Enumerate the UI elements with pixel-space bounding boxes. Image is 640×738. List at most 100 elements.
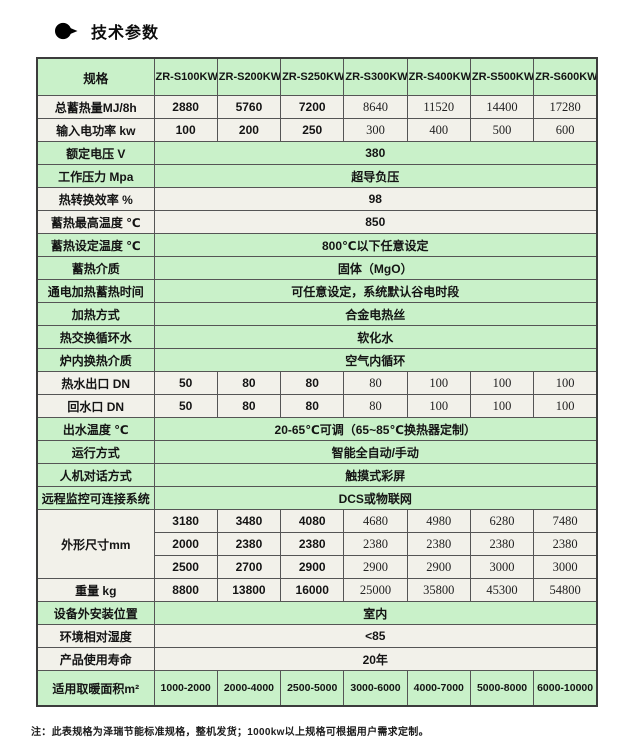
row-label: 热转换效率 % [36, 187, 155, 211]
spec-cell: 35800 [406, 578, 471, 602]
table-row: 运行方式 智能全自动/手动 [36, 440, 598, 464]
spec-cell: 80 [280, 371, 345, 395]
spec-cell: 100 [406, 394, 471, 418]
spec-cell: 600 [533, 118, 598, 142]
spec-cell: 4080 [280, 509, 345, 533]
row-label: 蓄热最高温度 ℃ [36, 210, 155, 234]
row-label: 炉内换热介质 [36, 348, 155, 372]
spec-cell: 4000-7000 [406, 670, 471, 707]
spec-cell: 13800 [216, 578, 282, 602]
spec-cell: 3000 [469, 555, 535, 579]
spec-cell: 2500 [153, 555, 218, 579]
row-label: 重量 kg [36, 578, 155, 602]
spec-cell: 2380 [533, 532, 598, 556]
row-label: 热水出口 DN [36, 371, 155, 395]
bullet-blob-icon [55, 22, 78, 40]
spec-cell: 80 [216, 371, 282, 395]
spec-cell: 14400 [469, 95, 535, 119]
spec-cell: 300 [343, 118, 408, 142]
spec-cell: 3480 [216, 509, 282, 533]
spec-cell: 8640 [343, 95, 408, 119]
footnote: 注：此表规格为泽瑞节能标准规格，整机发货；1000kw以上规格可根据用户需求定制… [31, 727, 429, 738]
row-label: 出水温度 ℃ [36, 417, 155, 441]
spec-value-span: DCS或物联网 [153, 486, 598, 510]
spec-cell: 11520 [406, 95, 471, 119]
spec-cell: 2380 [216, 532, 282, 556]
spec-cell: 5000-8000 [469, 670, 535, 707]
spec-value-span: 850 [153, 210, 598, 234]
spec-cell: 6280 [469, 509, 535, 533]
row-label: 工作压力 Mpa [36, 164, 155, 188]
table-row: 2500 2700 2900 2900 2900 3000 3000 [37, 555, 598, 579]
spec-cell: 4680 [343, 509, 408, 533]
spec-value-span: 固体（MgO） [153, 256, 598, 280]
table-row: 适用取暖面积m² 1000-2000 2000-4000 2500-5000 3000-… [36, 670, 598, 707]
table-row: 回水口 DN 50 80 80 80 100 100 100 [36, 394, 598, 418]
spec-cell: 50 [153, 371, 218, 395]
table-row: 重量 kg 8800 13800 16000 25000 35800 45300 54800 [36, 578, 598, 602]
spec-cell: 100 [406, 371, 471, 395]
row-label: 远程监控可连接系统 [36, 486, 155, 510]
spec-cell: 250 [280, 118, 345, 142]
row-label: 人机对话方式 [36, 463, 155, 487]
table-row: 外形尺寸mm 3180 3480 4080 4680 4980 6280 7480 [36, 509, 598, 579]
spec-value-span: 合金电热丝 [153, 302, 598, 326]
table-row: 蓄热设定温度 ℃ 800℃以下任意设定 [36, 233, 598, 257]
spec-value-span: 800℃以下任意设定 [153, 233, 598, 257]
column-header: ZR-S500KW [469, 57, 535, 96]
spec-cell: 7200 [280, 95, 345, 119]
spec-value-span: 软化水 [153, 325, 598, 349]
table-row: 蓄热最高温度 ℃ 850 [36, 210, 598, 234]
table-row: 通电加热蓄热时间 可任意设定，系统默认谷电时段 [36, 279, 598, 303]
spec-cell: 3000-6000 [343, 670, 408, 707]
column-header: ZR-S400KW [406, 57, 471, 96]
spec-cell: 2380 [280, 532, 345, 556]
table-row: 热交换循环水 软化水 [36, 325, 598, 349]
row-label: 热交换循环水 [36, 325, 155, 349]
spec-cell: 200 [216, 118, 282, 142]
row-label: 设备外安装位置 [36, 601, 155, 625]
column-header: ZR-S300KW [343, 57, 408, 96]
spec-table-header-row: 规格 ZR-S100KW ZR-S200KW ZR-S250KW ZR-S300KW ZR… [36, 57, 598, 96]
row-label: 适用取暖面积m² [36, 670, 155, 707]
table-row: 产品使用寿命 20年 [36, 647, 598, 671]
spec-cell: 2000-4000 [216, 670, 282, 707]
spec-cell: 50 [153, 394, 218, 418]
corner-header: 规格 [36, 57, 155, 96]
spec-cell: 2380 [343, 532, 408, 556]
spec-cell: 25000 [343, 578, 408, 602]
table-row: 设备外安装位置 室内 [36, 601, 598, 625]
spec-value-span: 20-65℃可调（65~85℃换热器定制） [153, 417, 598, 441]
spec-value-span: 触摸式彩屏 [153, 463, 598, 487]
spec-cell: 2880 [153, 95, 218, 119]
spec-cell: 5760 [216, 95, 282, 119]
section-title-bar: 技术参数 [0, 0, 640, 43]
spec-cell: 2900 [280, 555, 345, 579]
spec-value-span: 98 [153, 187, 598, 211]
table-row: 人机对话方式 触摸式彩屏 [36, 463, 598, 487]
spec-value-span: 20年 [153, 647, 598, 671]
table-row: 炉内换热介质 空气内循环 [36, 348, 598, 372]
spec-cell: 2700 [216, 555, 282, 579]
table-row: 加热方式 合金电热丝 [36, 302, 598, 326]
spec-cell: 45300 [469, 578, 535, 602]
spec-cell: 2900 [343, 555, 408, 579]
spec-cell: 100 [469, 371, 535, 395]
spec-table: 规格 ZR-S100KW ZR-S200KW ZR-S250KW ZR-S300KW ZR… [36, 57, 598, 707]
spec-cell: 80 [216, 394, 282, 418]
row-label: 产品使用寿命 [36, 647, 155, 671]
spec-cell: 2380 [469, 532, 535, 556]
spec-cell: 2900 [406, 555, 471, 579]
spec-cell: 500 [469, 118, 535, 142]
row-label: 总蓄热量MJ/8h [36, 95, 155, 119]
table-row: 环境相对湿度 <85 [36, 624, 598, 648]
spec-cell: 4980 [406, 509, 471, 533]
spec-cell: 3000 [533, 555, 598, 579]
spec-value-span: 可任意设定，系统默认谷电时段 [153, 279, 598, 303]
row-label: 输入电功率 kw [36, 118, 155, 142]
table-row: 工作压力 Mpa 超导负压 [36, 164, 598, 188]
spec-cell: 54800 [533, 578, 598, 602]
spec-value-span: 380 [153, 141, 598, 165]
row-label: 运行方式 [36, 440, 155, 464]
page-title: 技术参数 [91, 25, 160, 42]
